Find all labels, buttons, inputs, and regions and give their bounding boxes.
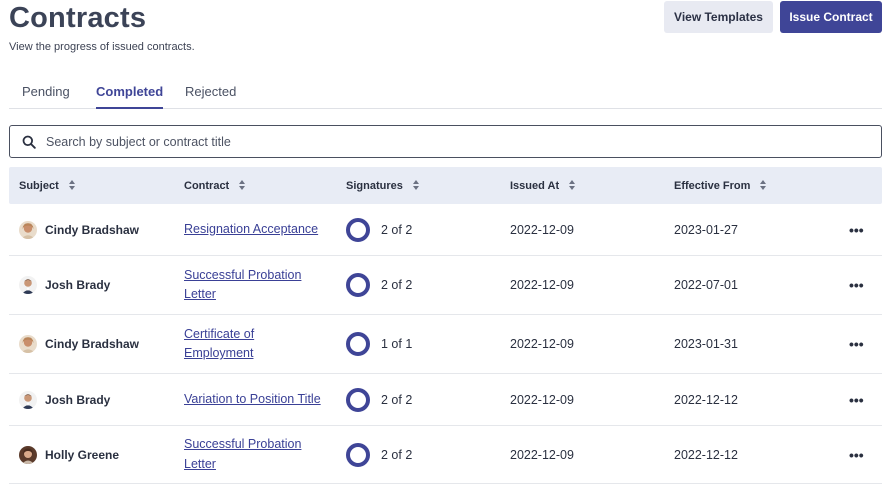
more-actions-icon[interactable]: ••• [849, 221, 864, 238]
contract-link[interactable]: Variation to Position Title [184, 390, 321, 410]
signature-count: 1 of 1 [381, 337, 413, 351]
tab-bar: Pending Completed Rejected [9, 82, 882, 109]
column-header-effective-from[interactable]: Effective From [674, 167, 767, 204]
column-header-signatures[interactable]: Signatures [346, 167, 420, 204]
column-header-subject[interactable]: Subject [19, 167, 76, 204]
effective-from: 2023-01-31 [674, 337, 738, 351]
subject-name: Josh Brady [45, 392, 111, 407]
issued-at: 2022-12-09 [510, 222, 574, 237]
sort-icon [569, 180, 576, 191]
contract-title: Letter [184, 456, 216, 471]
page-title: Contracts [9, 2, 147, 34]
page-subtitle: View the progress of issued contracts. [9, 41, 195, 53]
tab-completed[interactable]: Completed [96, 82, 164, 109]
subject-name: Cindy Bradshaw [45, 222, 140, 237]
tab-pending[interactable]: Pending [22, 84, 70, 99]
contract-title: Letter [184, 287, 216, 301]
effective-from: 2023-01-27 [674, 222, 738, 237]
signature-progress-ring [346, 387, 370, 412]
subject-name: Holly Greene [45, 447, 120, 462]
signature-progress-ring [346, 442, 370, 467]
search-icon [22, 135, 36, 149]
issue-contract-button[interactable]: Issue Contract [780, 1, 882, 33]
column-header-contract[interactable]: Contract [184, 167, 246, 204]
more-actions-icon[interactable]: ••• [849, 277, 864, 293]
subject-name: Cindy Bradshaw [45, 337, 140, 351]
more-actions-icon[interactable]: ••• [849, 336, 864, 352]
table-row[interactable]: Cindy Bradshaw Resignation Acceptance 2 … [9, 204, 882, 256]
sort-icon [760, 180, 767, 191]
signature-progress-ring [346, 332, 370, 356]
sort-icon [412, 180, 420, 191]
column-header-label: Effective From [674, 179, 751, 192]
avatar [19, 445, 37, 464]
signature-count: 2 of 2 [381, 222, 413, 237]
signature-progress-ring [346, 217, 370, 242]
contract-link[interactable]: Resignation Acceptance [184, 220, 318, 240]
issued-at: 2022-12-09 [510, 337, 574, 351]
signature-count: 2 of 2 [381, 392, 413, 407]
column-header-label: Issued At [510, 179, 560, 192]
search-input[interactable] [46, 134, 881, 149]
table-row[interactable]: Holly Greene Successful Probation Letter … [9, 426, 882, 484]
avatar [19, 276, 37, 294]
contract-title: Resignation Acceptance [184, 221, 319, 236]
contract-title: Variation to Position Title [184, 391, 321, 406]
table-header: Subject Contract Signatures Issued At Ef… [9, 167, 882, 204]
column-header-label: Contract [184, 179, 230, 192]
tab-rejected[interactable]: Rejected [185, 84, 237, 99]
avatar [19, 220, 37, 239]
issued-at: 2022-12-09 [510, 392, 574, 407]
contracts-table: Subject Contract Signatures Issued At Ef… [9, 167, 882, 484]
view-templates-button[interactable]: View Templates [664, 1, 773, 33]
signature-progress-ring [346, 273, 370, 297]
avatar [19, 390, 37, 409]
avatar [19, 335, 37, 353]
sort-icon [239, 180, 246, 191]
table-row[interactable]: Josh Brady Variation to Position Title 2… [9, 374, 882, 426]
effective-from: 2022-12-12 [674, 392, 738, 407]
more-actions-icon[interactable]: ••• [849, 446, 864, 463]
column-header-issued-at[interactable]: Issued At [510, 167, 576, 204]
table-row[interactable]: Cindy Bradshaw Certificate of Employment … [9, 315, 882, 374]
search-box [9, 125, 882, 158]
signature-count: 2 of 2 [381, 278, 413, 292]
issued-at: 2022-12-09 [510, 278, 574, 292]
sort-icon [68, 180, 76, 191]
issued-at: 2022-12-09 [510, 447, 574, 462]
contract-title: Successful Probation [184, 437, 302, 451]
effective-from: 2022-07-01 [674, 278, 738, 292]
subject-name: Josh Brady [45, 278, 111, 292]
effective-from: 2022-12-12 [674, 447, 738, 462]
table-row[interactable]: Josh Brady Successful Probation Letter 2 … [9, 256, 882, 315]
contract-link[interactable]: Successful Probation Letter [184, 266, 301, 305]
column-header-label: Signatures [346, 179, 403, 192]
contract-title: Employment [184, 346, 254, 360]
contract-link[interactable]: Successful Probation Letter [184, 435, 301, 474]
signature-count: 2 of 2 [381, 447, 413, 462]
contract-title: Certificate of [184, 326, 255, 341]
more-actions-icon[interactable]: ••• [849, 391, 864, 408]
contract-link[interactable]: Certificate of Employment [184, 325, 254, 364]
contract-title: Successful Probation [184, 267, 302, 282]
column-header-label: Subject [19, 179, 59, 192]
